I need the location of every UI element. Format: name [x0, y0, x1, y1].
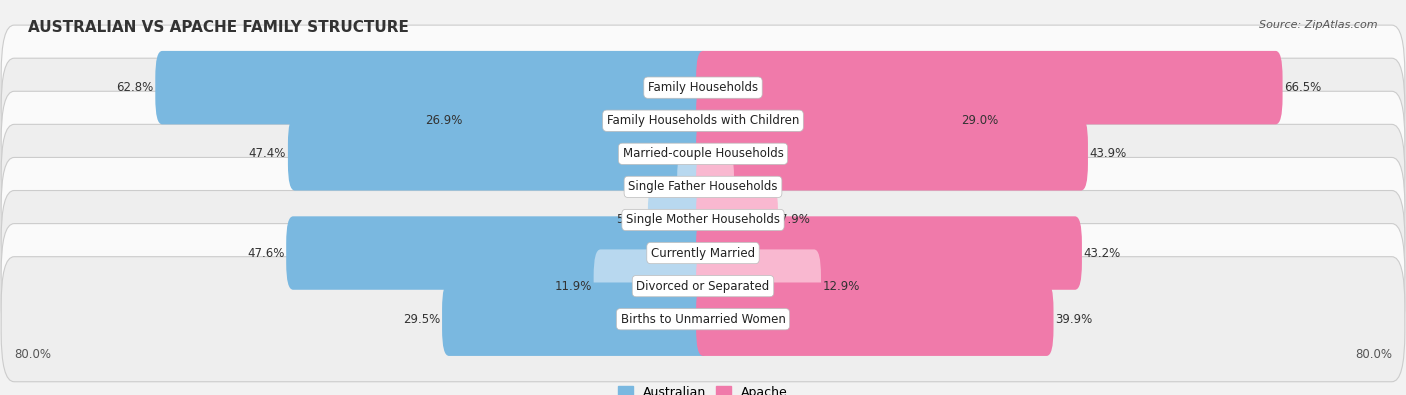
FancyBboxPatch shape: [696, 51, 1282, 124]
FancyBboxPatch shape: [1, 190, 1405, 316]
Text: 66.5%: 66.5%: [1284, 81, 1322, 94]
FancyBboxPatch shape: [593, 249, 710, 323]
FancyBboxPatch shape: [155, 51, 710, 124]
Text: 39.9%: 39.9%: [1056, 313, 1092, 326]
Text: 7.9%: 7.9%: [780, 213, 810, 226]
Text: Currently Married: Currently Married: [651, 246, 755, 260]
FancyBboxPatch shape: [1, 158, 1405, 282]
Text: 11.9%: 11.9%: [554, 280, 592, 293]
FancyBboxPatch shape: [441, 282, 710, 356]
Text: 47.6%: 47.6%: [247, 246, 284, 260]
FancyBboxPatch shape: [1, 58, 1405, 183]
Text: Married-couple Households: Married-couple Households: [623, 147, 783, 160]
FancyBboxPatch shape: [648, 183, 710, 257]
Text: 80.0%: 80.0%: [14, 348, 51, 361]
FancyBboxPatch shape: [1, 257, 1405, 382]
Text: Family Households: Family Households: [648, 81, 758, 94]
Text: 29.5%: 29.5%: [404, 313, 440, 326]
Text: Source: ZipAtlas.com: Source: ZipAtlas.com: [1260, 20, 1378, 30]
Text: 43.9%: 43.9%: [1090, 147, 1128, 160]
Text: 12.9%: 12.9%: [823, 280, 860, 293]
Text: 26.9%: 26.9%: [426, 114, 463, 127]
Text: Single Mother Households: Single Mother Households: [626, 213, 780, 226]
Text: 2.8%: 2.8%: [735, 181, 765, 194]
FancyBboxPatch shape: [288, 117, 710, 190]
Text: Single Father Households: Single Father Households: [628, 181, 778, 194]
FancyBboxPatch shape: [678, 150, 710, 224]
FancyBboxPatch shape: [1, 224, 1405, 349]
Text: AUSTRALIAN VS APACHE FAMILY STRUCTURE: AUSTRALIAN VS APACHE FAMILY STRUCTURE: [28, 20, 409, 35]
FancyBboxPatch shape: [696, 150, 734, 224]
Text: Births to Unmarried Women: Births to Unmarried Women: [620, 313, 786, 326]
FancyBboxPatch shape: [696, 183, 778, 257]
Text: Family Households with Children: Family Households with Children: [607, 114, 799, 127]
FancyBboxPatch shape: [287, 216, 710, 290]
FancyBboxPatch shape: [696, 84, 960, 158]
Text: 47.4%: 47.4%: [249, 147, 287, 160]
Legend: Australian, Apache: Australian, Apache: [613, 381, 793, 395]
Text: 2.2%: 2.2%: [645, 181, 675, 194]
FancyBboxPatch shape: [696, 249, 821, 323]
FancyBboxPatch shape: [1, 25, 1405, 150]
FancyBboxPatch shape: [1, 91, 1405, 216]
Text: 5.6%: 5.6%: [616, 213, 647, 226]
Text: 80.0%: 80.0%: [1355, 348, 1392, 361]
FancyBboxPatch shape: [696, 117, 1088, 190]
FancyBboxPatch shape: [696, 216, 1083, 290]
FancyBboxPatch shape: [464, 84, 710, 158]
Text: Divorced or Separated: Divorced or Separated: [637, 280, 769, 293]
FancyBboxPatch shape: [696, 282, 1053, 356]
Text: 29.0%: 29.0%: [962, 114, 998, 127]
Text: 43.2%: 43.2%: [1084, 246, 1121, 260]
FancyBboxPatch shape: [1, 124, 1405, 249]
Text: 62.8%: 62.8%: [117, 81, 153, 94]
